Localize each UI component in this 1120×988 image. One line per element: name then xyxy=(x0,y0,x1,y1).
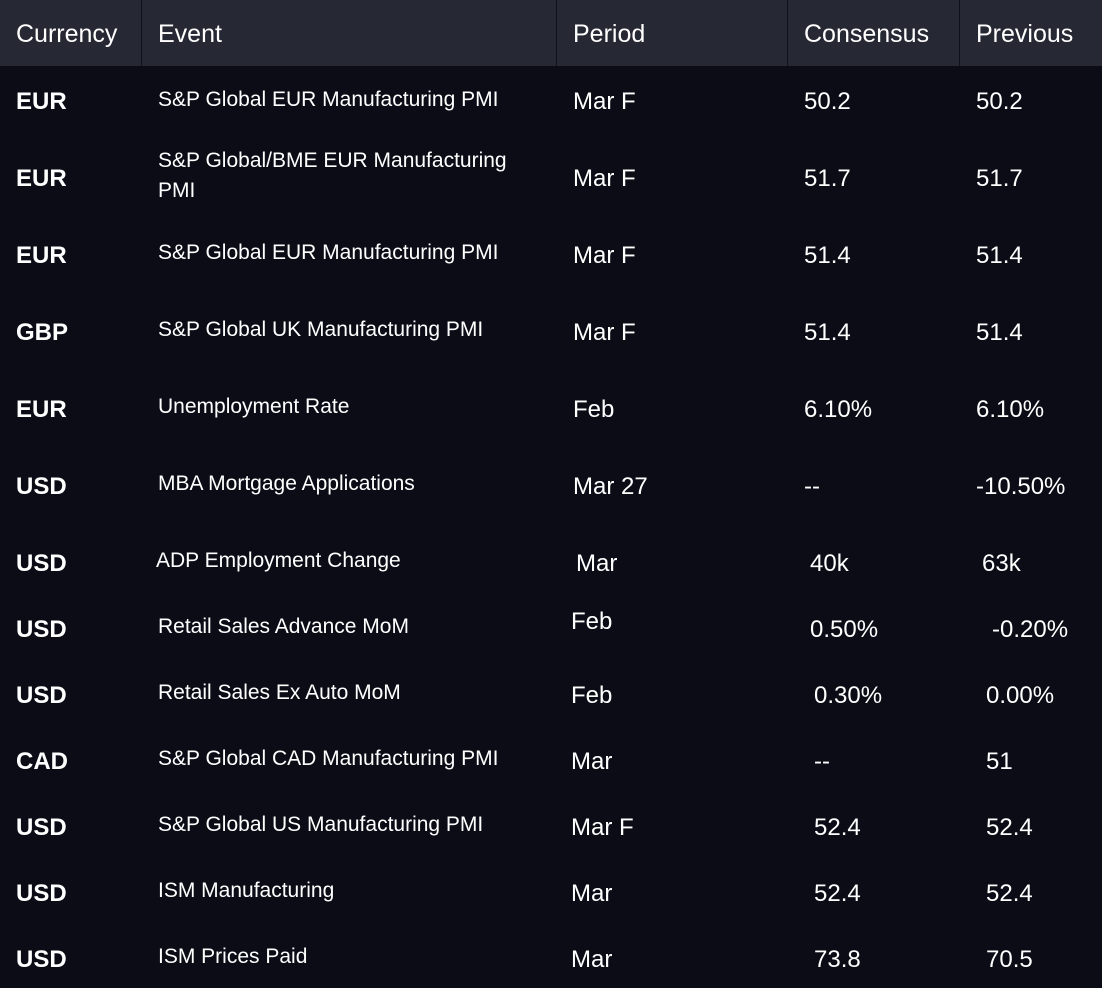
consensus-cell: -- xyxy=(804,473,820,500)
currency-cell: EUR xyxy=(16,396,67,423)
column-header-currency[interactable]: Currency xyxy=(16,20,118,48)
period-cell: Feb xyxy=(571,608,613,635)
consensus-cell: 73.8 xyxy=(814,946,861,973)
event-cell: S&P Global UK Manufacturing PMI xyxy=(158,318,484,341)
column-divider xyxy=(556,0,557,66)
currency-cell: EUR xyxy=(16,242,67,269)
event-cell: ADP Employment Change xyxy=(156,549,401,572)
currency-cell: USD xyxy=(16,550,67,577)
column-header-period[interactable]: Period xyxy=(573,20,646,48)
consensus-cell: 40k xyxy=(810,550,849,577)
consensus-cell: 52.4 xyxy=(814,880,861,907)
previous-cell: 51 xyxy=(986,748,1013,775)
event-cell: S&P Global EUR Manufacturing PMI xyxy=(158,241,499,264)
period-cell: Mar F xyxy=(573,165,636,192)
currency-cell: GBP xyxy=(16,319,69,346)
currency-cell: USD xyxy=(16,814,67,841)
previous-cell: 51.4 xyxy=(976,242,1023,269)
consensus-cell: 0.30% xyxy=(814,682,883,709)
period-cell: Mar xyxy=(571,748,613,775)
event-cell: Retail Sales Advance MoM xyxy=(158,615,409,638)
currency-cell: CAD xyxy=(16,748,68,775)
period-cell: Mar xyxy=(576,550,618,577)
currency-cell: USD xyxy=(16,682,67,709)
event-cell: S&P Global CAD Manufacturing PMI xyxy=(158,747,499,770)
previous-cell: -10.50% xyxy=(976,473,1066,500)
previous-cell: 63k xyxy=(982,550,1021,577)
consensus-cell: -- xyxy=(814,748,830,775)
event-cell: Unemployment Rate xyxy=(158,395,350,418)
column-header-consensus[interactable]: Consensus xyxy=(804,20,930,48)
period-cell: Mar F xyxy=(571,814,634,841)
event-cell: Retail Sales Ex Auto MoM xyxy=(158,681,401,704)
page-margin xyxy=(1102,0,1120,988)
event-cell: ISM Manufacturing xyxy=(158,879,335,902)
period-cell: Mar xyxy=(571,946,613,973)
previous-cell: 50.2 xyxy=(976,88,1023,115)
previous-cell: 70.5 xyxy=(986,946,1033,973)
consensus-cell: 51.7 xyxy=(804,165,851,192)
event-cell: S&P Global/BME EUR Manufacturing PMI xyxy=(158,149,507,202)
period-cell: Mar F xyxy=(573,88,636,115)
currency-cell: USD xyxy=(16,616,67,643)
consensus-cell: 51.4 xyxy=(804,242,851,269)
consensus-cell: 51.4 xyxy=(804,319,851,346)
currency-cell: USD xyxy=(16,880,67,907)
table-header: Currency Event Period Consensus Previous xyxy=(0,0,1102,66)
event-cell: ISM Prices Paid xyxy=(158,945,308,968)
period-cell: Mar F xyxy=(573,242,636,269)
period-cell: Mar xyxy=(571,880,613,907)
column-divider xyxy=(959,0,960,66)
column-header-event[interactable]: Event xyxy=(158,20,222,48)
period-cell: Mar F xyxy=(573,319,636,346)
consensus-cell: 6.10% xyxy=(804,396,873,423)
previous-cell: 0.00% xyxy=(986,682,1055,709)
column-divider xyxy=(787,0,788,66)
consensus-cell: 0.50% xyxy=(810,616,879,643)
consensus-cell: 52.4 xyxy=(814,814,861,841)
previous-cell: 52.4 xyxy=(986,814,1033,841)
event-cell: S&P Global EUR Manufacturing PMI xyxy=(158,88,499,111)
period-cell: Feb xyxy=(571,682,613,709)
currency-cell: USD xyxy=(16,946,67,973)
period-cell: Feb xyxy=(573,396,615,423)
previous-cell: -0.20% xyxy=(992,616,1069,643)
currency-cell: EUR xyxy=(16,88,67,115)
previous-cell: 52.4 xyxy=(986,880,1033,907)
period-cell: Mar 27 xyxy=(573,473,648,500)
column-header-previous[interactable]: Previous xyxy=(976,20,1074,48)
column-divider xyxy=(141,0,142,66)
currency-cell: EUR xyxy=(16,165,67,192)
event-cell: MBA Mortgage Applications xyxy=(158,472,415,495)
consensus-cell: 50.2 xyxy=(804,88,851,115)
previous-cell: 51.4 xyxy=(976,319,1023,346)
event-cell: S&P Global US Manufacturing PMI xyxy=(158,813,484,836)
previous-cell: 6.10% xyxy=(976,396,1045,423)
currency-cell: USD xyxy=(16,473,67,500)
previous-cell: 51.7 xyxy=(976,165,1023,192)
